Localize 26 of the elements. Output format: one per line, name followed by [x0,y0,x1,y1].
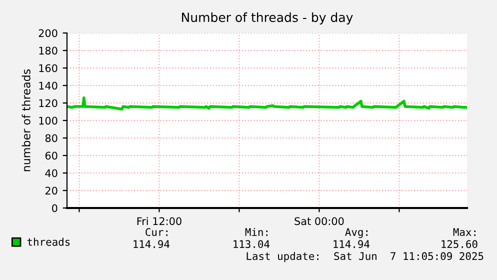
text: Max: [453,228,476,236]
y-tick-label: 20 [45,186,58,195]
y-tick-label: 200 [38,29,58,38]
text: Min: [245,228,268,236]
text: Last update: Sat Jun 7 11:05:09 2025 [246,252,484,262]
y-tick-label: 140 [39,82,58,90]
text: 113.04 [234,240,270,248]
text: 125.60 [442,240,478,248]
chart-title: Number of threads - by day [182,12,353,24]
y-tick-label: 160 [39,64,58,72]
legend-label: threads [27,238,70,246]
x-tick-label: Sat 00:00 [294,217,344,226]
text: 114.94 [134,240,170,248]
y-tick-label: 100 [39,116,58,125]
y-tick-label: 180 [39,46,58,55]
text: 114.94 [334,240,370,248]
y-axis-title: number of threads [22,69,30,172]
text: Cur: [146,228,168,236]
y-tick-label: 80 [45,134,58,142]
y-tick-label: 40 [45,169,58,178]
x-tick-label: Fri 12:00 [137,217,182,226]
text: Avg: [345,228,368,238]
line-series [67,96,467,111]
y-tick-label: 120 [39,99,58,108]
y-tick-label: 0 [52,204,58,212]
y-tick-label: 60 [45,152,58,160]
